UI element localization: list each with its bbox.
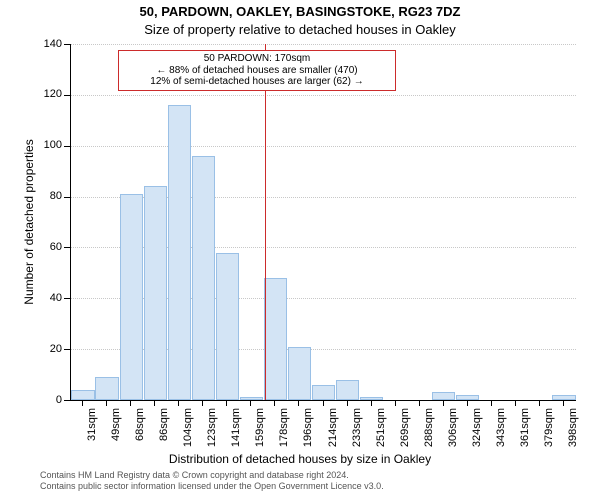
y-tick-label: 100 [32, 139, 62, 151]
gridline-h [71, 146, 576, 147]
x-tick-label: 196sqm [302, 408, 314, 458]
y-tick-mark [64, 400, 70, 401]
y-tick-label: 80 [32, 190, 62, 202]
gridline-h [71, 95, 576, 96]
x-tick-mark [515, 400, 516, 406]
x-tick-mark [178, 400, 179, 406]
x-tick-label: 49sqm [110, 408, 122, 458]
x-tick-label: 343sqm [495, 408, 507, 458]
x-tick-mark [82, 400, 83, 406]
y-tick-mark [64, 44, 70, 45]
bar [71, 390, 94, 400]
bar [240, 397, 263, 400]
x-tick-label: 269sqm [399, 408, 411, 458]
y-tick-label: 40 [32, 292, 62, 304]
annotation-line: ← 88% of detached houses are smaller (47… [123, 65, 391, 77]
x-tick-label: 178sqm [278, 408, 290, 458]
reference-line [265, 44, 266, 400]
x-tick-label: 324sqm [471, 408, 483, 458]
x-tick-mark [202, 400, 203, 406]
y-tick-mark [64, 95, 70, 96]
y-tick-label: 140 [32, 38, 62, 50]
y-tick-mark [64, 298, 70, 299]
bar [216, 253, 239, 400]
x-tick-label: 233sqm [351, 408, 363, 458]
bar [432, 392, 455, 400]
chart-plot-area: 50 PARDOWN: 170sqm← 88% of detached hous… [70, 44, 576, 401]
attribution-line: Contains public sector information licen… [40, 481, 384, 492]
bar [120, 194, 143, 400]
y-tick-mark [64, 146, 70, 147]
x-tick-label: 141sqm [230, 408, 242, 458]
attribution-line: Contains HM Land Registry data © Crown c… [40, 470, 384, 481]
y-tick-label: 20 [32, 343, 62, 355]
x-tick-mark [226, 400, 227, 406]
annotation-box: 50 PARDOWN: 170sqm← 88% of detached hous… [118, 50, 396, 91]
x-tick-label: 214sqm [327, 408, 339, 458]
x-tick-label: 31sqm [86, 408, 98, 458]
bar [144, 186, 167, 400]
x-tick-mark [250, 400, 251, 406]
y-tick-mark [64, 247, 70, 248]
bar [312, 385, 335, 400]
x-tick-mark [323, 400, 324, 406]
annotation-line: 12% of semi-detached houses are larger (… [123, 76, 391, 88]
bar [168, 105, 191, 400]
x-tick-mark [395, 400, 396, 406]
x-tick-mark [347, 400, 348, 406]
page-subtitle: Size of property relative to detached ho… [0, 22, 600, 37]
y-tick-mark [64, 349, 70, 350]
x-tick-mark [467, 400, 468, 406]
x-tick-label: 104sqm [182, 408, 194, 458]
x-tick-mark [563, 400, 564, 406]
x-tick-label: 251sqm [375, 408, 387, 458]
bar [288, 347, 311, 400]
bar [336, 380, 359, 400]
y-tick-mark [64, 197, 70, 198]
x-tick-label: 68sqm [134, 408, 146, 458]
y-tick-label: 60 [32, 241, 62, 253]
attribution-text: Contains HM Land Registry data © Crown c… [40, 470, 384, 493]
x-tick-mark [130, 400, 131, 406]
annotation-line: 50 PARDOWN: 170sqm [123, 53, 391, 65]
x-tick-mark [443, 400, 444, 406]
x-tick-label: 379sqm [543, 408, 555, 458]
x-tick-label: 159sqm [254, 408, 266, 458]
bar [192, 156, 215, 400]
x-tick-mark [274, 400, 275, 406]
x-tick-mark [106, 400, 107, 406]
x-tick-mark [154, 400, 155, 406]
x-tick-label: 361sqm [519, 408, 531, 458]
x-tick-mark [298, 400, 299, 406]
page-title: 50, PARDOWN, OAKLEY, BASINGSTOKE, RG23 7… [0, 4, 600, 19]
x-tick-mark [419, 400, 420, 406]
x-tick-label: 288sqm [423, 408, 435, 458]
bar [95, 377, 118, 400]
y-tick-label: 120 [32, 88, 62, 100]
bar [264, 278, 287, 400]
x-tick-label: 398sqm [567, 408, 579, 458]
gridline-h [71, 44, 576, 45]
x-tick-mark [539, 400, 540, 406]
x-tick-mark [371, 400, 372, 406]
y-tick-label: 0 [32, 394, 62, 406]
x-tick-label: 123sqm [206, 408, 218, 458]
x-tick-label: 306sqm [447, 408, 459, 458]
x-tick-mark [491, 400, 492, 406]
x-tick-label: 86sqm [158, 408, 170, 458]
